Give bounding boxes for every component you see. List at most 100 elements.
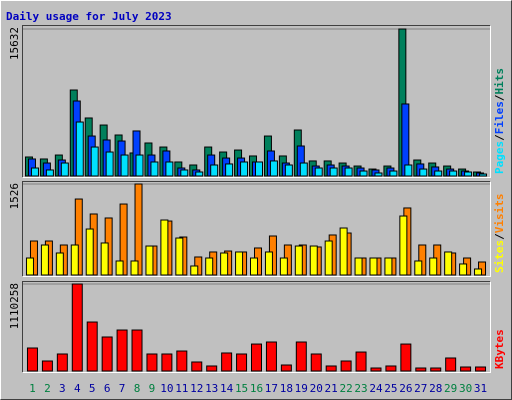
bar bbox=[85, 228, 94, 276]
bar bbox=[160, 219, 169, 276]
x-tick-label: 19 bbox=[295, 382, 308, 395]
bar bbox=[150, 161, 159, 177]
bar bbox=[430, 367, 442, 372]
bar bbox=[374, 172, 383, 177]
bar bbox=[414, 260, 423, 276]
x-tick-label: 29 bbox=[444, 382, 457, 395]
bar bbox=[210, 164, 219, 177]
bar bbox=[116, 329, 128, 372]
bar bbox=[370, 367, 382, 372]
legend: KBytes bbox=[493, 329, 506, 369]
legend-entry: Files bbox=[493, 101, 506, 134]
x-tick-label: 18 bbox=[280, 382, 293, 395]
bar bbox=[131, 329, 143, 372]
bar bbox=[86, 321, 98, 372]
y-tick-label: 1526 bbox=[8, 183, 21, 210]
bar bbox=[180, 169, 189, 177]
bar bbox=[191, 361, 203, 372]
bar bbox=[90, 146, 99, 177]
bar bbox=[221, 352, 233, 372]
x-tick-label: 3 bbox=[59, 382, 66, 395]
bar bbox=[355, 351, 367, 372]
bar bbox=[324, 240, 333, 276]
bar bbox=[294, 245, 303, 276]
x-tick-label: 25 bbox=[384, 382, 397, 395]
bar bbox=[236, 353, 248, 372]
bar bbox=[444, 251, 453, 276]
panel-bevel bbox=[22, 281, 491, 373]
panel-bevel bbox=[22, 25, 491, 178]
bar bbox=[41, 360, 53, 372]
bar bbox=[55, 252, 64, 276]
bar bbox=[475, 366, 487, 372]
bar bbox=[460, 366, 472, 372]
x-tick-label: 15 bbox=[235, 382, 248, 395]
bar bbox=[279, 257, 288, 276]
bar bbox=[459, 263, 468, 276]
bar bbox=[135, 154, 144, 177]
bar bbox=[70, 244, 79, 276]
bar bbox=[265, 341, 277, 372]
x-tick-label: 14 bbox=[220, 382, 234, 395]
x-tick-label: 1 bbox=[29, 382, 36, 395]
bar bbox=[464, 171, 473, 177]
bar bbox=[240, 161, 249, 177]
x-tick-label: 11 bbox=[175, 382, 188, 395]
x-tick-label: 27 bbox=[414, 382, 427, 395]
bar bbox=[299, 162, 308, 177]
legend-entry: Visits bbox=[493, 194, 506, 234]
x-tick-label: 31 bbox=[474, 382, 487, 395]
bar bbox=[225, 163, 234, 177]
bar bbox=[220, 252, 229, 276]
bar bbox=[45, 169, 54, 177]
x-tick-label: 16 bbox=[250, 382, 263, 395]
x-tick-label: 26 bbox=[399, 382, 412, 395]
legend-separator: / bbox=[493, 94, 506, 101]
panel-bevel bbox=[22, 181, 491, 277]
chart-title: Daily usage for July 2023 bbox=[6, 10, 172, 23]
y-tick-label: 1110258 bbox=[8, 283, 21, 329]
panel-bevel bbox=[22, 25, 491, 178]
x-tick-label: 21 bbox=[325, 382, 338, 395]
bar bbox=[190, 265, 199, 276]
bar bbox=[284, 164, 293, 177]
bar bbox=[314, 167, 323, 177]
bar bbox=[310, 353, 322, 372]
x-tick-label: 8 bbox=[134, 382, 141, 395]
x-tick-label: 4 bbox=[74, 382, 81, 395]
bar bbox=[295, 341, 307, 372]
bar bbox=[145, 245, 154, 276]
legend-entry: Pages bbox=[493, 141, 506, 174]
bar bbox=[165, 161, 174, 177]
bar bbox=[474, 268, 483, 276]
bar bbox=[400, 343, 412, 372]
x-tick-label: 24 bbox=[369, 382, 383, 395]
x-tick-label: 9 bbox=[149, 382, 156, 395]
bar bbox=[251, 343, 262, 372]
bar bbox=[71, 283, 83, 372]
y-tick-label: 15632 bbox=[8, 27, 21, 60]
x-tick-label: 20 bbox=[310, 382, 323, 395]
bar bbox=[269, 160, 278, 177]
x-tick-label: 30 bbox=[459, 382, 472, 395]
x-tick-label: 23 bbox=[354, 382, 367, 395]
bar bbox=[404, 164, 413, 177]
bar bbox=[26, 347, 38, 372]
bar bbox=[56, 353, 68, 372]
x-tick-label: 10 bbox=[160, 382, 173, 395]
bar bbox=[105, 151, 114, 177]
legend-entry: Hits bbox=[493, 68, 506, 95]
bar bbox=[205, 257, 214, 276]
bar bbox=[415, 367, 427, 372]
bar bbox=[255, 161, 263, 177]
bar bbox=[100, 242, 109, 276]
bar bbox=[384, 257, 393, 276]
bar bbox=[115, 260, 124, 276]
bar bbox=[195, 171, 204, 177]
x-tick-label: 17 bbox=[265, 382, 278, 395]
legend-entry: Sites bbox=[493, 240, 506, 273]
x-tick-label: 28 bbox=[429, 382, 442, 395]
bar bbox=[175, 237, 184, 276]
